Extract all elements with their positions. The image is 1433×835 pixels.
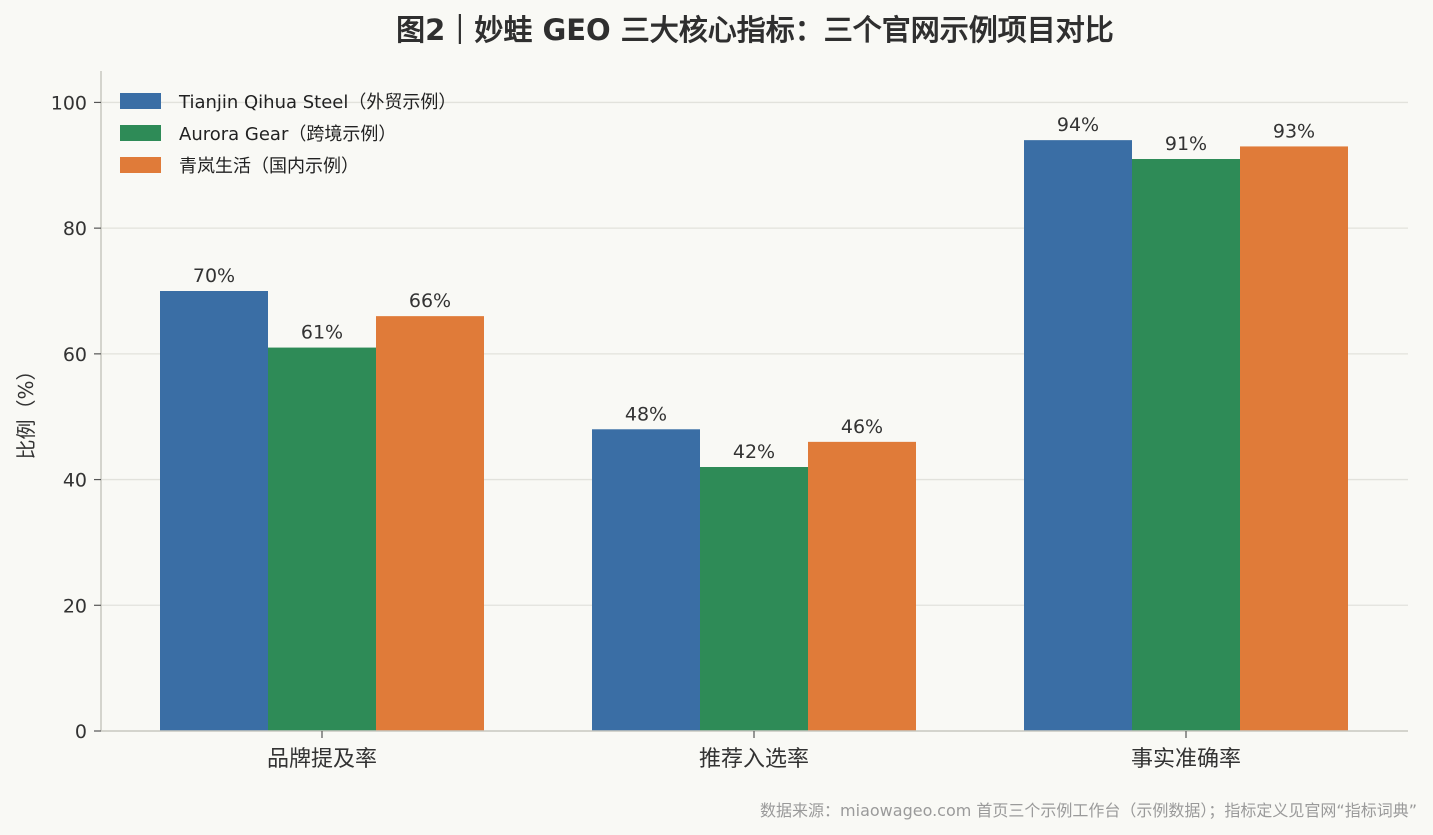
data-label: 66%: [409, 290, 451, 312]
x-tick-label: 品牌提及率: [267, 747, 377, 772]
bars: [160, 140, 1348, 732]
data-label: 61%: [301, 322, 343, 344]
x-ticks: 品牌提及率 推荐入选率 事实准确率: [267, 731, 1241, 772]
bar: [268, 347, 376, 731]
legend-swatch: [120, 125, 161, 141]
legend-swatch: [120, 93, 161, 109]
y-tick-label: 80: [63, 218, 87, 240]
chart-title: 图2｜妙蛙 GEO 三大核心指标：三个官网示例项目对比: [396, 13, 1114, 47]
y-tick-label: 40: [63, 470, 87, 492]
bar: [1240, 146, 1348, 731]
bar: [376, 316, 484, 731]
x-tick-label: 推荐入选率: [699, 747, 809, 772]
legend-entry: Tianjin Qihua Steel（外贸示例）: [178, 92, 456, 113]
y-tick-label: 0: [75, 721, 87, 743]
bar: [592, 429, 700, 731]
data-label: 48%: [625, 403, 667, 425]
y-tick-label: 20: [63, 595, 87, 617]
data-label: 42%: [733, 441, 775, 463]
data-label: 46%: [841, 416, 883, 438]
y-tick-label: 60: [63, 344, 87, 366]
bar: [808, 441, 916, 731]
y-ticks: 0 20 40 60 80 100: [51, 92, 101, 743]
legend-entry: 青岚生活（国内示例）: [179, 156, 359, 177]
y-tick-label: 100: [51, 92, 87, 114]
bar: [160, 291, 268, 731]
data-labels: 70% 61% 66% 48% 42% 46% 94% 91% 93%: [193, 114, 1315, 463]
bar: [1024, 140, 1132, 732]
bar: [1132, 159, 1240, 731]
legend-entry: Aurora Gear（跨境示例）: [179, 124, 396, 145]
data-label: 70%: [193, 265, 235, 287]
x-tick-label: 事实准确率: [1131, 747, 1241, 772]
bar: [700, 467, 808, 731]
legend-swatch: [120, 157, 161, 173]
data-label: 94%: [1057, 114, 1099, 136]
y-axis-label: 比例（%）: [14, 360, 38, 459]
data-label: 91%: [1165, 133, 1207, 155]
data-label: 93%: [1273, 120, 1315, 142]
legend: Tianjin Qihua Steel（外贸示例） Aurora Gear（跨境示…: [120, 92, 456, 177]
source-note: 数据来源：miaowageo.com 首页三个示例工作台（示例数据）；指标定义见…: [760, 801, 1417, 820]
